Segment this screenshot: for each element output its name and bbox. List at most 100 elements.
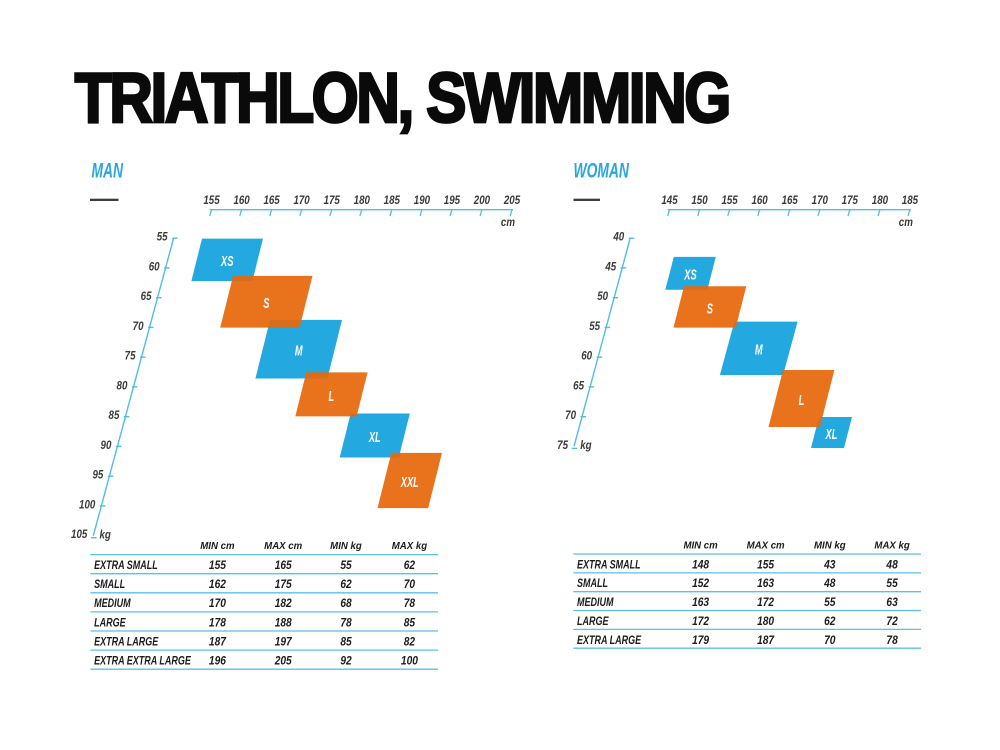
svg-text:165: 165 [263,194,280,207]
svg-text:XXL: XXL [400,474,419,491]
svg-text:162: 162 [209,578,227,591]
svg-text:200: 200 [473,194,491,207]
svg-text:205: 205 [503,194,521,207]
svg-text:85: 85 [340,636,352,649]
svg-text:145: 145 [661,194,678,207]
svg-text:MAX kg: MAX kg [392,541,427,552]
svg-text:150: 150 [691,194,708,207]
svg-text:62: 62 [824,615,836,628]
svg-text:S: S [707,300,714,317]
svg-text:MIN kg: MIN kg [814,540,846,551]
svg-text:48: 48 [823,578,836,591]
svg-text:TRIATHLON, SWIMMING: TRIATHLON, SWIMMING [75,59,729,137]
svg-text:85: 85 [404,617,416,630]
svg-text:SMALL: SMALL [577,577,608,591]
svg-text:95: 95 [92,469,104,482]
svg-text:55: 55 [340,559,352,572]
svg-text:kg: kg [580,439,592,452]
svg-text:EXTRA EXTRA LARGE: EXTRA EXTRA LARGE [94,654,192,668]
svg-text:63: 63 [886,596,898,609]
svg-text:55: 55 [589,320,601,333]
svg-text:175: 175 [324,194,341,207]
svg-text:80: 80 [117,379,129,392]
svg-text:75: 75 [125,350,137,363]
svg-text:196: 196 [209,655,227,668]
svg-text:105: 105 [71,528,88,541]
svg-text:78: 78 [886,634,898,647]
svg-text:180: 180 [757,615,775,628]
svg-text:175: 175 [275,578,293,591]
svg-text:MIN cm: MIN cm [683,540,717,551]
svg-text:78: 78 [404,598,416,611]
svg-text:175: 175 [842,194,859,207]
svg-text:170: 170 [293,194,310,207]
svg-text:195: 195 [444,194,461,207]
svg-text:155: 155 [209,559,227,572]
svg-text:EXTRA SMALL: EXTRA SMALL [94,559,158,573]
svg-text:185: 185 [384,194,401,207]
svg-text:L: L [329,388,335,405]
svg-text:172: 172 [757,596,775,609]
svg-text:L: L [799,392,805,409]
svg-text:72: 72 [886,615,898,628]
svg-text:78: 78 [340,617,352,630]
svg-text:XL: XL [825,426,838,443]
svg-text:62: 62 [404,559,416,572]
svg-text:cm: cm [899,216,913,229]
svg-text:55: 55 [886,578,898,591]
svg-text:75: 75 [557,439,569,452]
svg-text:170: 170 [209,598,227,611]
svg-text:70: 70 [565,409,577,422]
svg-text:90: 90 [101,439,113,452]
svg-text:EXTRA LARGE: EXTRA LARGE [94,635,159,649]
svg-text:188: 188 [275,617,293,630]
svg-text:40: 40 [612,231,624,244]
svg-text:179: 179 [692,634,710,647]
svg-text:187: 187 [209,636,227,649]
svg-text:100: 100 [401,655,419,668]
svg-text:197: 197 [275,636,293,649]
svg-text:172: 172 [692,615,710,628]
svg-text:160: 160 [751,194,768,207]
svg-text:XS: XS [220,253,234,270]
svg-text:205: 205 [274,655,293,668]
svg-text:MAX kg: MAX kg [874,540,909,551]
svg-text:82: 82 [404,636,416,649]
svg-text:MEDIUM: MEDIUM [577,596,614,610]
svg-text:155: 155 [203,194,220,207]
svg-text:190: 190 [414,194,431,207]
svg-text:M: M [295,342,303,359]
svg-text:70: 70 [824,634,836,647]
svg-text:MEDIUM: MEDIUM [94,597,131,611]
svg-text:XL: XL [368,429,381,446]
svg-text:62: 62 [340,578,352,591]
svg-text:65: 65 [141,290,153,303]
svg-text:EXTRA LARGE: EXTRA LARGE [577,634,642,648]
svg-text:EXTRA SMALL: EXTRA SMALL [577,558,641,572]
svg-text:155: 155 [721,194,738,207]
svg-text:SMALL: SMALL [94,578,125,592]
svg-text:MAX cm: MAX cm [264,541,302,552]
svg-text:MAN: MAN [92,158,124,182]
svg-text:MAX cm: MAX cm [747,540,785,551]
svg-text:68: 68 [340,598,352,611]
svg-text:MIN cm: MIN cm [200,541,234,552]
svg-text:45: 45 [604,260,616,273]
svg-text:MIN kg: MIN kg [330,541,362,552]
svg-text:60: 60 [149,260,161,273]
svg-text:LARGE: LARGE [577,615,609,629]
svg-text:85: 85 [109,409,121,422]
svg-text:S: S [263,295,270,312]
svg-text:60: 60 [581,350,593,363]
svg-text:160: 160 [233,194,250,207]
svg-text:kg: kg [100,529,112,542]
svg-text:WOMAN: WOMAN [574,158,630,182]
svg-text:LARGE: LARGE [94,616,126,630]
svg-text:170: 170 [812,194,829,207]
svg-text:152: 152 [692,578,710,591]
svg-text:163: 163 [757,578,775,591]
svg-text:180: 180 [354,194,371,207]
svg-text:165: 165 [275,559,293,572]
svg-text:55: 55 [157,231,169,244]
svg-text:M: M [755,341,763,358]
